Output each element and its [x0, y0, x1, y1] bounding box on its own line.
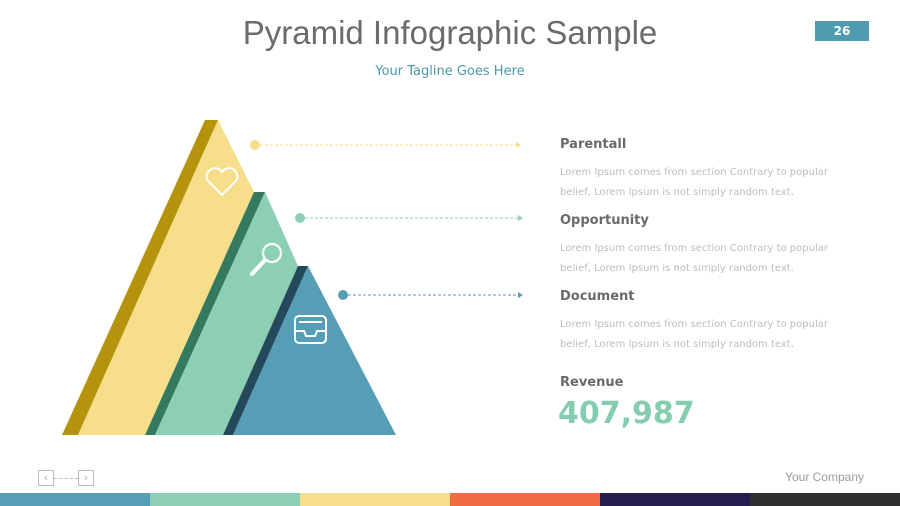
color-segment: [150, 493, 300, 506]
color-segment: [750, 493, 900, 506]
prev-slide-button[interactable]: ‹: [38, 470, 54, 486]
pyramid-layer-3: [233, 266, 396, 435]
pyramid-layer-3-side: [223, 266, 308, 435]
slide-title: Pyramid Infographic Sample: [242, 14, 658, 51]
slide-tagline: Your Tagline Goes Here: [375, 64, 525, 79]
revenue-value: 407,987: [558, 396, 695, 431]
item-title-parentall: Parentall: [560, 137, 627, 152]
color-segment: [0, 493, 150, 506]
connector-2: [295, 213, 523, 223]
item-text-parentall: Lorem Ipsum comes from section Contrary …: [560, 167, 828, 198]
nav-divider: [54, 478, 78, 479]
page-number-badge: 26: [815, 21, 869, 41]
color-segment: [300, 493, 450, 506]
pyramid-layer-1: [78, 120, 254, 435]
item-title-opportunity: Opportunity: [560, 213, 649, 228]
company-name: Your Company: [785, 470, 864, 484]
pyramid-graphic: [62, 120, 523, 435]
item-text-document: Lorem Ipsum comes from section Contrary …: [560, 319, 828, 350]
pyramid-layer-2-side: [145, 192, 265, 435]
connector-3: [338, 290, 523, 300]
item-text-opportunity: Lorem Ipsum comes from section Contrary …: [560, 243, 828, 274]
pyramid-layer-1-side: [62, 120, 218, 435]
inbox-tray-icon: [294, 315, 327, 344]
color-segment: [450, 493, 600, 506]
heart-icon: [205, 167, 239, 197]
search-icon: [250, 242, 283, 276]
connector-1: [250, 140, 521, 150]
item-title-document: Document: [560, 289, 635, 304]
next-slide-button[interactable]: ›: [78, 470, 94, 486]
revenue-label: Revenue: [560, 375, 624, 390]
color-segment: [600, 493, 750, 506]
footer-color-bar: [0, 493, 900, 506]
